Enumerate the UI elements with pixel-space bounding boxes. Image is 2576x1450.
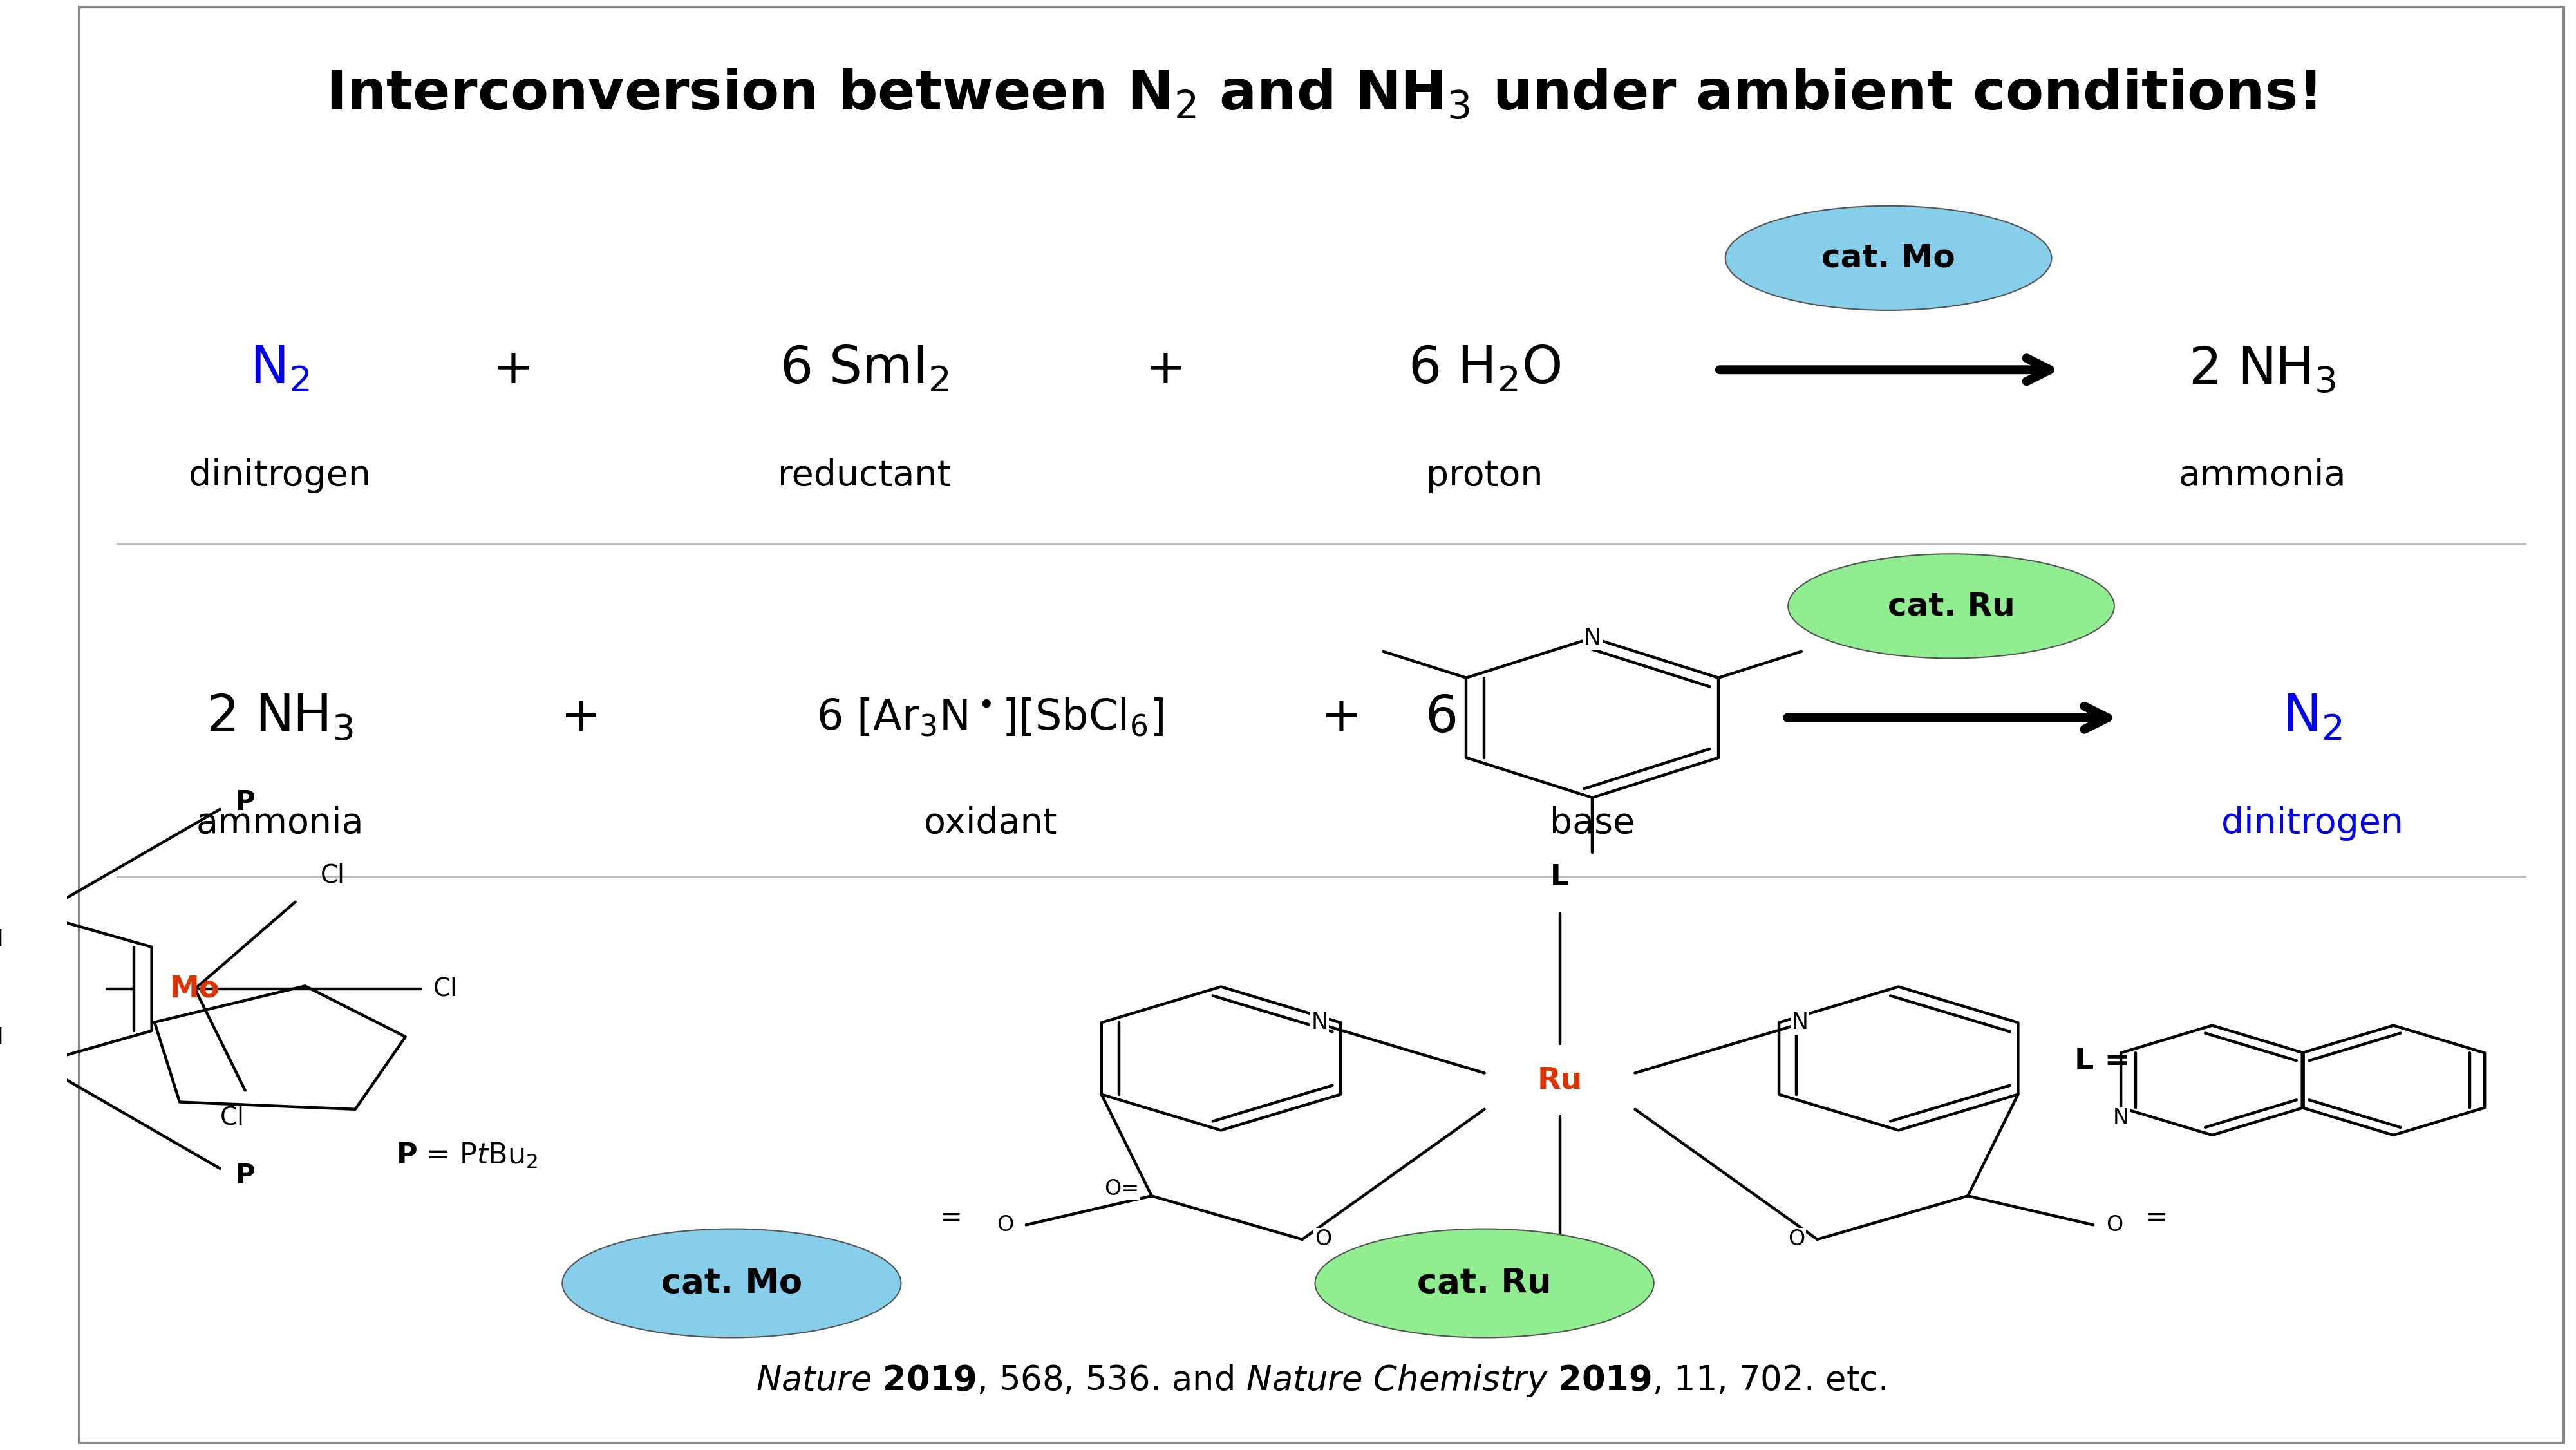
Text: N$_2$: N$_2$ [2282,693,2342,742]
Text: =: = [2146,1204,2166,1231]
Text: Cl: Cl [222,1105,245,1130]
Text: dinitrogen: dinitrogen [2221,806,2403,841]
Text: $\mathbf{P}$ = P$t$Bu$_2$: $\mathbf{P}$ = P$t$Bu$_2$ [397,1141,538,1170]
Text: L =: L = [2074,1047,2130,1076]
Text: 6 SmI$_2$: 6 SmI$_2$ [781,345,951,394]
Text: =: = [940,1204,961,1231]
Text: proton: proton [1427,458,1543,493]
Text: N$_2$: N$_2$ [250,345,309,394]
Text: cat. Ru: cat. Ru [1417,1266,1551,1301]
Text: ammonia: ammonia [2179,458,2347,493]
Text: +: + [1146,347,1185,393]
Ellipse shape [1316,1230,1654,1337]
Text: 2 NH$_3$: 2 NH$_3$ [206,693,353,742]
Text: oxidant: oxidant [925,806,1056,841]
Text: cat. Mo: cat. Mo [1821,242,1955,274]
Text: $\it{Nature}$ $\bf{2019}$, $\it{568}$, 536. and $\it{Nature\ Chemistry}$ $\bf{20: $\it{Nature}$ $\bf{2019}$, $\it{568}$, 5… [757,1363,1886,1398]
Text: N: N [1584,626,1602,648]
Text: O: O [1314,1228,1332,1250]
Text: +: + [562,695,600,741]
Ellipse shape [562,1230,902,1337]
Text: N: N [1311,1012,1329,1034]
Text: O: O [2105,1214,2123,1235]
Text: N: N [1790,1012,1808,1034]
Text: 6 [Ar$_3$N$^\bullet$][SbCl$_6$]: 6 [Ar$_3$N$^\bullet$][SbCl$_6$] [817,697,1164,738]
Text: base: base [1551,806,1636,841]
Text: N: N [2112,1108,2128,1130]
Text: cat. Ru: cat. Ru [1888,590,2014,622]
Text: dinitrogen: dinitrogen [188,458,371,493]
Text: P: P [234,1163,255,1189]
Text: N: N [0,928,3,951]
Text: reductant: reductant [778,458,951,493]
Text: L: L [1551,863,1569,892]
Text: Cl: Cl [433,977,459,1000]
Text: P: P [234,789,255,815]
Ellipse shape [1788,554,2115,658]
Text: Ru: Ru [1538,1066,1582,1095]
Text: cat. Mo: cat. Mo [662,1266,801,1301]
Text: +: + [492,347,533,393]
Text: ammonia: ammonia [196,806,363,841]
Text: 6: 6 [1425,693,1458,742]
Text: Interconversion between N$_2$ and NH$_3$ under ambient conditions!: Interconversion between N$_2$ and NH$_3$… [327,67,2316,122]
Text: N: N [0,1027,3,1050]
Text: O: O [1788,1228,1806,1250]
Text: L: L [1551,1269,1569,1298]
Ellipse shape [1726,206,2050,310]
Text: Mo: Mo [170,974,219,1003]
Text: O=: O= [1105,1177,1139,1199]
Text: 6 H$_2$O: 6 H$_2$O [1409,345,1561,394]
Text: 2 NH$_3$: 2 NH$_3$ [2190,345,2336,394]
Text: Cl: Cl [319,863,345,887]
Text: +: + [1321,695,1363,741]
Text: O: O [997,1214,1012,1235]
